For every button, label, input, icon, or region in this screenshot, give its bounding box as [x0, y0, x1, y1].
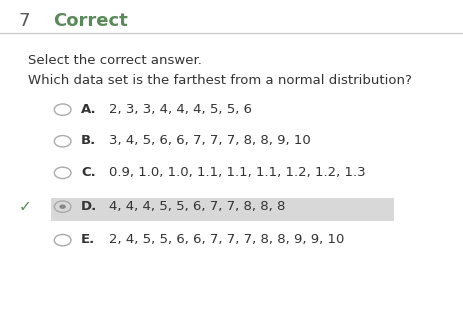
- Text: 2, 4, 5, 5, 6, 6, 7, 7, 7, 8, 8, 9, 9, 10: 2, 4, 5, 5, 6, 6, 7, 7, 7, 8, 8, 9, 9, 1…: [109, 233, 344, 246]
- Text: 7: 7: [19, 12, 30, 30]
- Text: Correct: Correct: [53, 12, 128, 30]
- Text: C.: C.: [81, 166, 96, 179]
- Text: Which data set is the farthest from a normal distribution?: Which data set is the farthest from a no…: [28, 74, 411, 87]
- Text: D.: D.: [81, 199, 97, 213]
- Text: 2, 3, 3, 4, 4, 4, 5, 5, 6: 2, 3, 3, 4, 4, 4, 5, 5, 6: [109, 102, 251, 116]
- Text: A.: A.: [81, 102, 97, 116]
- Text: ✓: ✓: [19, 198, 31, 214]
- Text: Select the correct answer.: Select the correct answer.: [28, 54, 201, 67]
- Text: E.: E.: [81, 233, 95, 246]
- Text: 0.9, 1.0, 1.0, 1.1, 1.1, 1.1, 1.2, 1.2, 1.3: 0.9, 1.0, 1.0, 1.1, 1.1, 1.1, 1.2, 1.2, …: [109, 166, 365, 179]
- Text: 4, 4, 4, 5, 5, 6, 7, 7, 8, 8, 8: 4, 4, 4, 5, 5, 6, 7, 7, 8, 8, 8: [109, 199, 285, 213]
- Text: 3, 4, 5, 6, 6, 7, 7, 7, 8, 8, 9, 10: 3, 4, 5, 6, 6, 7, 7, 7, 8, 8, 9, 10: [109, 134, 310, 147]
- Text: B.: B.: [81, 134, 96, 147]
